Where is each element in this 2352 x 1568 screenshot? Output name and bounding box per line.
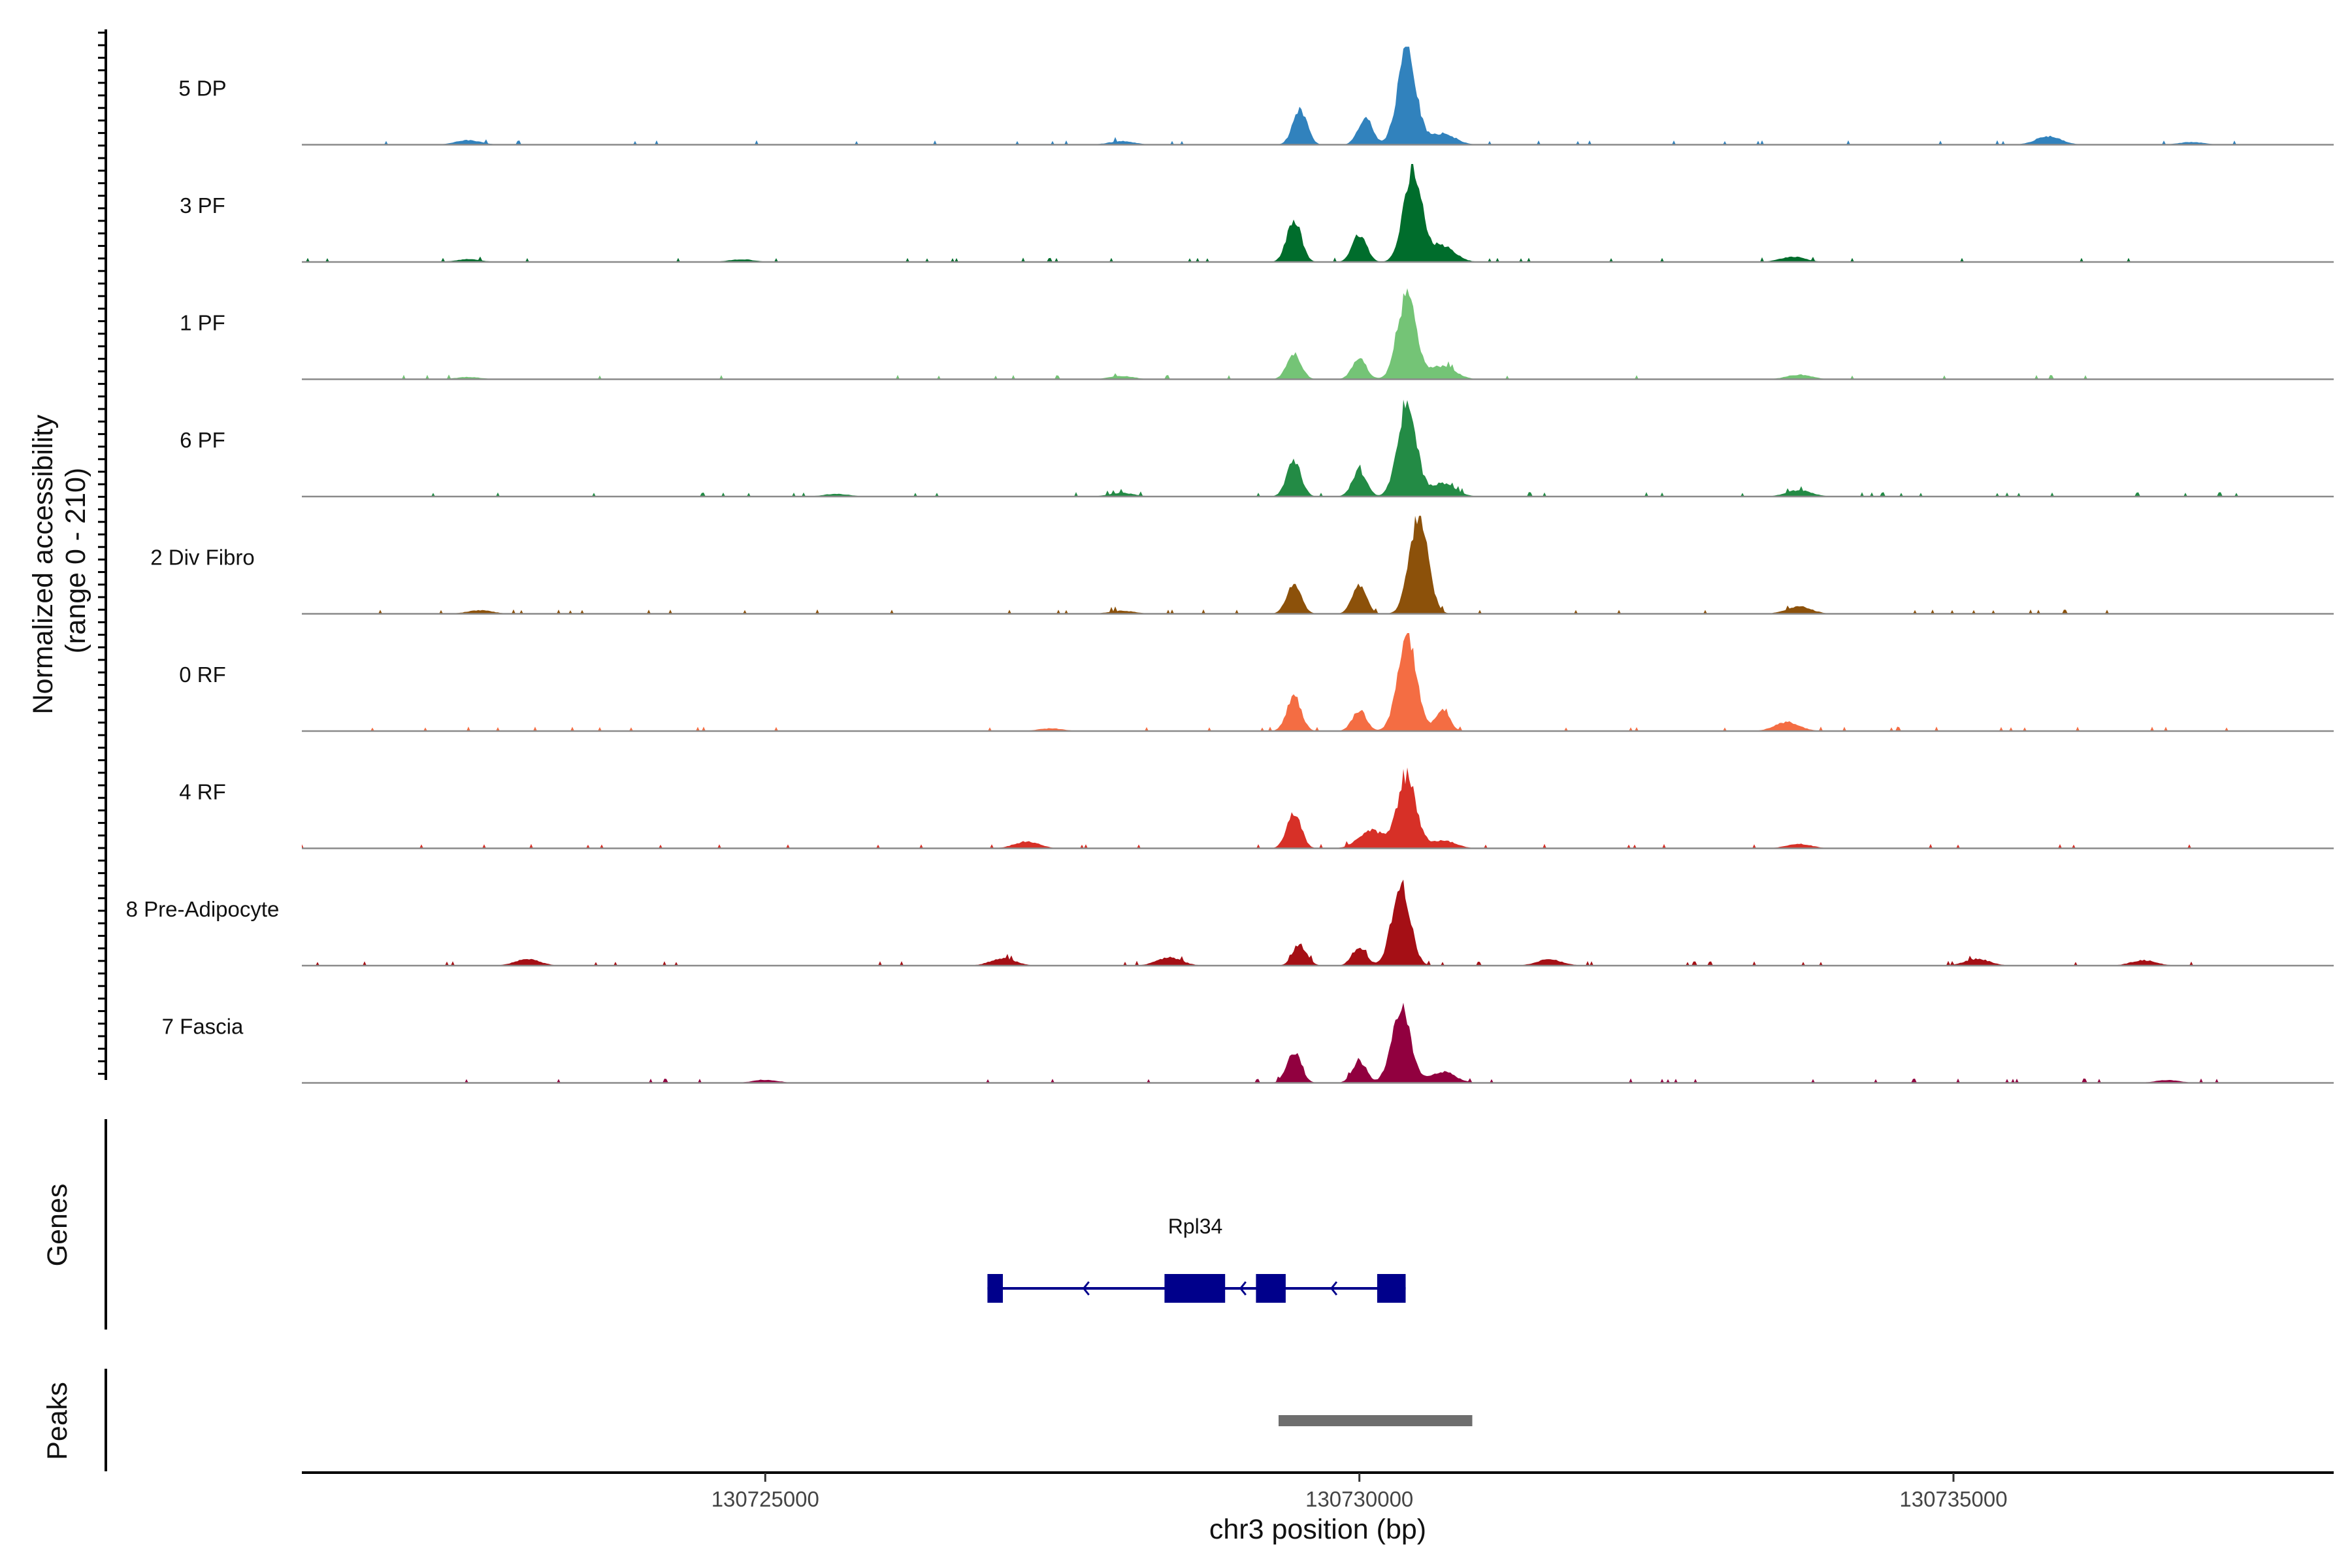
y-axis-title-line2: (range 0 - 210) [60,468,91,653]
gene-rpl34: Rpl34 [987,1215,1406,1303]
coverage-area-0-rf [302,633,2241,731]
x-axis-title: chr3 position (bp) [1209,1514,1426,1545]
y-axis-title-line1: Normalized accessibility [27,414,59,714]
peaks-track-label: Peaks [42,1382,73,1460]
track-8-pre-adipocyte: 8 Pre-Adipocyte [126,879,2334,967]
gene-exon [1256,1274,1286,1303]
track-6-pf: 6 PF [180,399,2334,498]
peak-region [1279,1415,1473,1426]
x-tick-label: 130725000 [711,1487,819,1511]
track-2-div-fibro: 2 Div Fibro [150,515,2334,615]
coverage-area-8-pre-adipocyte [302,879,2241,966]
group-label-7-fascia: 7 Fascia [162,1015,244,1039]
track-1-pf: 1 PF [180,288,2334,380]
track-0-rf: 0 RF [179,633,2334,732]
x-axis-ticks: 130725000 130730000 130735000 [711,1473,2008,1511]
coverage-area-6-pf [302,399,2241,497]
track-4-rf: 4 RF [179,767,2334,849]
coverage-y-ticks [98,31,106,1075]
x-tick-label: 130730000 [1305,1487,1413,1511]
coverage-area-1-pf [302,288,2241,380]
gene-exon [1164,1274,1226,1303]
gene-name-label: Rpl34 [1168,1215,1223,1238]
y-axis-title: Normalized accessibility (range 0 - 210) [27,407,91,715]
group-label-6-pf: 6 PF [180,428,225,452]
group-label-8-pre-adipocyte: 8 Pre-Adipocyte [126,897,280,921]
x-tick-label: 130735000 [1899,1487,2007,1511]
group-label-5-dp: 5 DP [178,76,226,101]
strand-arrow [1082,1281,1090,1296]
strand-arrow [1330,1281,1338,1296]
strand-arrow [1239,1281,1247,1296]
coverage-area-3-pf [302,164,2241,262]
group-label-4-rf: 4 RF [179,780,226,804]
track-7-fascia: 7 Fascia [162,1002,2334,1084]
group-label-0-rf: 0 RF [179,662,226,687]
track-5-dp: 5 DP [178,46,2334,146]
peak-regions [1279,1415,1473,1426]
gene-exon [987,1274,1003,1303]
genes-track-label: Genes [42,1184,73,1267]
gene-exon [1377,1274,1406,1303]
group-label-3-pf: 3 PF [180,193,225,218]
gene-annotations: Rpl34 [987,1215,1406,1303]
track-3-pf: 3 PF [180,164,2334,263]
group-label-1-pf: 1 PF [180,311,225,335]
group-label-2-div-fibro: 2 Div Fibro [150,546,255,570]
coverage-area-7-fascia [302,1002,2241,1083]
coverage-area-4-rf [302,767,2241,849]
coverage-tracks: 5 DP 3 PF 1 PF 6 PF 2 Div Fibro 0 RF 4 RF 8 Pre… [126,46,2334,1084]
coverage-area-2-div-fibro [302,515,2241,614]
coverage-area-5-dp [302,46,2241,145]
